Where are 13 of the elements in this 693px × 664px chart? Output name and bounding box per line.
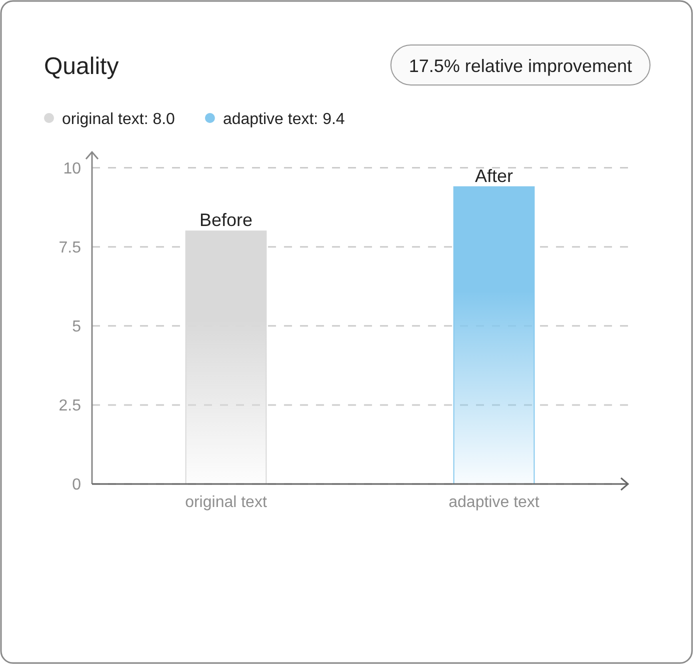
- x-tick-label: original text: [185, 494, 268, 511]
- chart-title: Quality: [44, 53, 119, 80]
- y-tick-label: 5: [72, 318, 82, 336]
- y-tick-label: 10: [63, 160, 82, 178]
- x-tick-label: adaptive text: [448, 494, 540, 511]
- text: 17.5% relative improvement: [408, 56, 632, 76]
- annotation: After: [474, 166, 514, 186]
- y-tick-label: 2.5: [58, 398, 82, 415]
- annotation: Before: [199, 210, 253, 230]
- legend-label: adaptive text: 9.4: [222, 111, 345, 128]
- y-tick-label: 7.5: [58, 239, 82, 256]
- y-tick-label: 0: [72, 476, 82, 494]
- legend-label: original text: 8.0: [62, 111, 176, 128]
